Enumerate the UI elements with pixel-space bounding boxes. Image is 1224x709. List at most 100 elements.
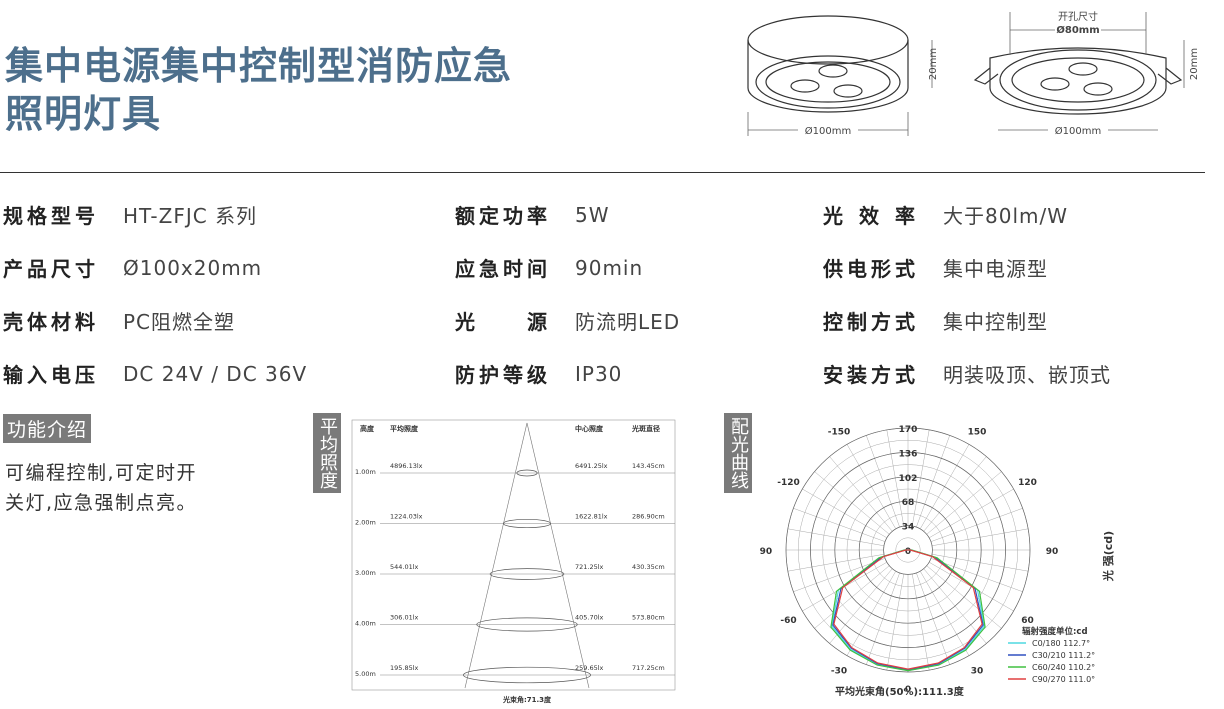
spec-label: 应急时间 bbox=[455, 257, 547, 281]
radial-grid bbox=[858, 500, 958, 600]
spec-item: 规格型号 HT-ZFJC 系列 bbox=[3, 200, 257, 229]
side-label: 平均照度 bbox=[313, 413, 341, 493]
angle-tick-label: -120 bbox=[777, 478, 800, 488]
spec-item: 应急时间 90min bbox=[455, 253, 643, 282]
spec-item: 壳体材料 PC阻燃全塑 bbox=[3, 306, 235, 335]
cell: 573.80cm bbox=[632, 614, 665, 622]
radial-tick-label: 68 bbox=[902, 498, 915, 508]
radial-tick-label: 0 bbox=[905, 547, 911, 557]
angle-tick-label: -30 bbox=[831, 667, 847, 677]
spec-label: 供电形式 bbox=[823, 257, 915, 281]
spec-label: 光 源 bbox=[455, 310, 547, 334]
polar-chart: 0 34 68 102 136 170 -150 150 -120 120 -90 90 -60 60 -3… bbox=[760, 425, 1115, 698]
spec-value: PC阻燃全塑 bbox=[123, 310, 236, 334]
feature-text: 可编程控制,可定时开 关灯,应急强制点亮。 bbox=[5, 458, 197, 518]
angle-tick-label: 150 bbox=[968, 427, 987, 437]
spec-item: 额定功率 5W bbox=[455, 200, 610, 229]
cell: 6491.25lx bbox=[575, 462, 608, 470]
dimension-label: Ø100mm bbox=[1055, 125, 1101, 137]
spec-value: 5W bbox=[575, 202, 610, 227]
cone-edge bbox=[526, 422, 590, 689]
spec-label: 额定功率 bbox=[455, 204, 547, 228]
angle-tick-label: -90 bbox=[760, 547, 772, 557]
intensity-curve bbox=[833, 549, 983, 670]
spec-value: 大于80lm/W bbox=[943, 204, 1069, 228]
cell: 1.00m bbox=[355, 468, 376, 476]
legend-title: 辐射强度单位:cd bbox=[1022, 626, 1088, 637]
cell: 306.01lx bbox=[390, 614, 419, 622]
feature-line: 关灯,应急强制点亮。 bbox=[5, 492, 198, 514]
column-header: 高度 bbox=[360, 424, 375, 433]
beam-angle: 平均光束角(50%):111.3度 bbox=[835, 685, 965, 698]
dimension-label: 20mm bbox=[1189, 48, 1200, 80]
illuminance-chart: 高度 平均照度 中心照度 光斑直径 1.00m 4896.13lx 6491.25lx 143… bbox=[351, 419, 676, 704]
title-line: 集中电源集中控制型消防应急 bbox=[5, 44, 513, 88]
product-diagrams: Ø100mm 20mm 开孔尺寸 Ø80mm Ø100mm 20mm bbox=[747, 10, 1200, 137]
y-axis-label: 光 强(cd) bbox=[1101, 531, 1115, 582]
light-spot bbox=[489, 568, 565, 580]
intensity-curve bbox=[832, 549, 984, 671]
cell: 286.90cm bbox=[632, 513, 665, 521]
cell: 430.35cm bbox=[632, 563, 665, 571]
light-spot bbox=[516, 469, 538, 477]
spec-label: 产品尺寸 bbox=[3, 257, 95, 281]
spec-value: 90min bbox=[575, 255, 644, 280]
spec-label: 防护等级 bbox=[455, 363, 547, 387]
light-spot bbox=[463, 666, 591, 684]
radial-tick-label: 102 bbox=[899, 474, 918, 484]
spec-value: 集中电源型 bbox=[943, 257, 1048, 281]
beam-angle: 光束角:71.3度 bbox=[502, 695, 552, 704]
dimension-label: 开孔尺寸 bbox=[1058, 10, 1098, 23]
angle-tick-label: -60 bbox=[780, 616, 796, 626]
cone-edge bbox=[464, 422, 528, 689]
cell: 4.00m bbox=[355, 620, 376, 628]
cell: 259.65lx bbox=[575, 664, 604, 672]
spec-item: 安装方式 明装吸顶、嵌顶式 bbox=[823, 359, 1111, 388]
dimension-label: Ø80mm bbox=[1056, 24, 1099, 36]
grid-circle bbox=[895, 537, 921, 563]
spec-item: 防护等级 IP30 bbox=[455, 359, 622, 388]
spec-value: IP30 bbox=[575, 361, 623, 386]
cell: 405.70lx bbox=[575, 614, 604, 622]
cell: 143.45cm bbox=[632, 462, 665, 470]
cell: 195.85lx bbox=[390, 664, 419, 672]
light-spot bbox=[503, 518, 551, 529]
feature-line: 可编程控制,可定时开 bbox=[5, 462, 198, 484]
spec-value: Ø100x20mm bbox=[123, 255, 263, 280]
light-spot bbox=[476, 617, 578, 632]
spec-label: 输入电压 bbox=[3, 363, 95, 387]
intensity-curve bbox=[830, 549, 986, 672]
side-label: 配光曲线 bbox=[724, 413, 752, 493]
cell: 544.01lx bbox=[390, 563, 419, 571]
radial-tick-label: 34 bbox=[902, 523, 915, 533]
legend-entry: C30/210 111.2° bbox=[1032, 651, 1095, 660]
spec-label: 安装方式 bbox=[823, 363, 915, 387]
cell: 2.00m bbox=[355, 519, 376, 527]
cell: 5.00m bbox=[355, 670, 376, 678]
angle-tick-label: 90 bbox=[1046, 547, 1059, 557]
angle-tick-label: 30 bbox=[971, 667, 984, 677]
radial-grid bbox=[810, 452, 1006, 648]
spec-value: HT-ZFJC 系列 bbox=[123, 204, 258, 228]
angle-tick-label: 120 bbox=[1018, 478, 1037, 488]
column-header: 平均照度 bbox=[390, 424, 419, 433]
radial-grid bbox=[834, 476, 982, 624]
legend-entry: C60/240 110.2° bbox=[1032, 663, 1095, 672]
title-line: 照明灯具 bbox=[5, 92, 162, 136]
spec-item: 光 效 率 大于80lm/W bbox=[823, 200, 1068, 229]
spec-item: 供电形式 集中电源型 bbox=[823, 253, 1048, 282]
column-header: 中心照度 bbox=[575, 424, 604, 433]
legend-entry: C90/270 111.0° bbox=[1032, 675, 1095, 684]
cell: 4896.13lx bbox=[390, 462, 423, 470]
title: 集中电源集中控制型消防应急 照明灯具 bbox=[5, 42, 512, 138]
radial-grid bbox=[785, 427, 1031, 673]
angle-tick-label: -150 bbox=[828, 427, 851, 437]
dimension-label: Ø100mm bbox=[805, 125, 851, 137]
cell: 717.25cm bbox=[632, 664, 665, 672]
spec-value: 集中控制型 bbox=[943, 310, 1048, 334]
legend-entry: C0/180 112.7° bbox=[1032, 639, 1090, 648]
cell: 1622.81lx bbox=[575, 513, 608, 521]
dimension-label: 20mm bbox=[928, 48, 939, 80]
spec-value: DC 24V / DC 36V bbox=[123, 361, 308, 386]
spec-label: 壳体材料 bbox=[3, 310, 95, 334]
